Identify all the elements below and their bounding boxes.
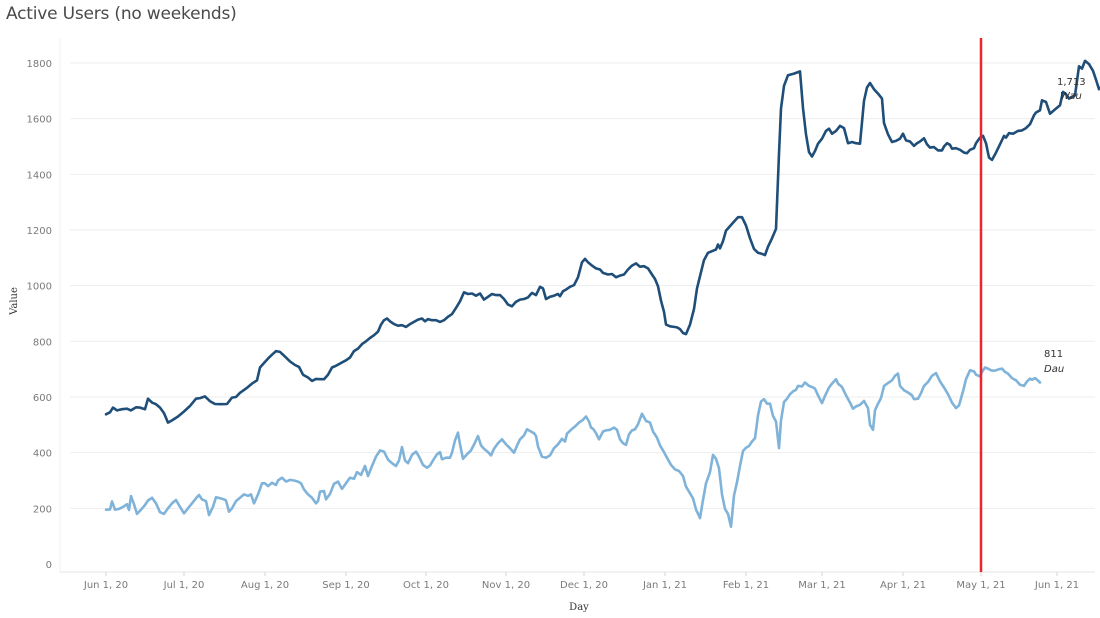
x-tick-label: Jun 1, 20 (83, 580, 128, 591)
x-tick-label: Jul 1, 20 (163, 580, 205, 591)
y-tick-label: 1800 (27, 59, 52, 70)
y-tick-label: 600 (33, 393, 52, 404)
series-wau-line[interactable] (104, 59, 1100, 424)
x-tick-label: Mar 1, 21 (798, 580, 846, 591)
series-lines (104, 59, 1100, 528)
series-dau-line[interactable] (104, 366, 1042, 528)
y-tick-label: 1400 (27, 170, 52, 181)
y-tick-label: 1000 (27, 282, 52, 293)
x-tick-label: Oct 1, 20 (403, 580, 449, 591)
x-tick-label: Sep 1, 20 (322, 580, 369, 591)
y-tick-label: 400 (33, 449, 52, 460)
x-tick-label: Jun 1, 21 (1034, 580, 1079, 591)
y-tick-label: 1200 (27, 226, 52, 237)
dau-series-label: Dau (1044, 364, 1064, 375)
x-tick-label: Nov 1, 20 (482, 580, 530, 591)
x-tick-label: Dec 1, 20 (560, 580, 608, 591)
x-axis-ticks: Jun 1, 20 Jul 1, 20 Aug 1, 20 Sep 1, 20 Oct … (83, 572, 1079, 591)
x-tick-label: Feb 1, 21 (723, 580, 769, 591)
wau-end-value: 1,713 (1057, 77, 1086, 88)
gridlines (59, 38, 1095, 573)
chart-title: Active Users (no weekends) (6, 4, 237, 24)
x-tick-label: May 1, 21 (956, 580, 1005, 591)
y-tick-label: 800 (33, 337, 52, 348)
y-tick-label: 1600 (27, 115, 52, 126)
y-tick-label: 200 (33, 504, 52, 515)
x-tick-label: Aug 1, 20 (241, 580, 289, 591)
x-tick-label: Apr 1, 21 (880, 580, 926, 591)
x-axis-title: Day (569, 602, 589, 613)
y-axis-title: Value (9, 287, 20, 316)
y-axis-ticks: 0 200 400 600 800 1000 1200 1400 1600 1800 (27, 59, 52, 571)
dau-end-value: 811 (1044, 349, 1063, 360)
x-tick-label: Jan 1, 21 (642, 580, 687, 591)
y-tick-label: 0 (46, 560, 52, 571)
wau-series-label: Wau (1060, 91, 1082, 102)
